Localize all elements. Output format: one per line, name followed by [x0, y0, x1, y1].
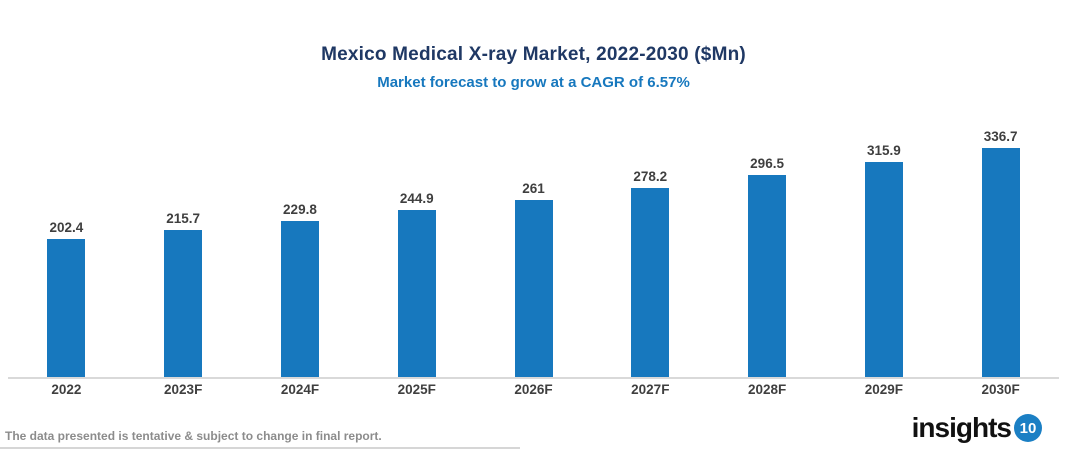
footer-divider — [0, 447, 520, 449]
bar-chart-plot-area: 202.4 215.7 229.8 244.9 261 278.2 296.5 315.9 33… — [8, 120, 1059, 379]
chart-title: Mexico Medical X-ray Market, 2022-2030 (… — [321, 44, 746, 65]
x-axis-tick-label: 2028F — [747, 382, 787, 397]
bar — [748, 175, 787, 377]
bar-value-label: 215.7 — [166, 211, 201, 226]
bar-value-label: 229.8 — [283, 202, 317, 217]
x-axis-tick-label: 2025F — [397, 382, 436, 397]
bar-column: 278.2 — [592, 169, 709, 377]
bar-column: 315.9 — [825, 143, 942, 377]
logo-text: insights — [911, 412, 1012, 443]
bar-column: 202.4 — [8, 220, 125, 377]
x-axis-tick-label: 2023F — [164, 382, 203, 397]
logo-badge: 10 — [1014, 414, 1042, 442]
bar-value-label: 336.7 — [983, 129, 1018, 144]
x-axis-tick-label: 2024F — [280, 382, 320, 397]
bar — [981, 148, 1020, 377]
chart-subtitle: Market forecast to grow at a CAGR of 6.5… — [377, 74, 690, 91]
bar — [164, 230, 203, 377]
bar-value-label: 261 — [522, 181, 545, 196]
x-axis-tick-label: 2026F — [514, 382, 553, 397]
bar-column: 336.7 — [942, 129, 1059, 377]
bar-value-label: 315.9 — [866, 143, 901, 158]
insights10-logo: insights 10 — [912, 414, 1042, 442]
bar — [397, 210, 436, 377]
x-axis-tick-label: 2030F — [981, 382, 1020, 397]
bar — [280, 221, 319, 377]
bar — [514, 200, 553, 377]
bar-column: 296.5 — [709, 156, 826, 377]
bar — [631, 188, 670, 377]
bar-value-label: 202.4 — [49, 220, 84, 235]
bar-value-label: 244.9 — [399, 191, 434, 206]
bar — [47, 239, 86, 377]
bar-column: 215.7 — [125, 211, 242, 377]
x-axis-tick-label: 2022 — [51, 382, 82, 397]
bar-value-label: 296.5 — [750, 156, 784, 171]
x-axis-labels: 2022 2023F 2024F 2025F 2026F 2027F 2028F 2029F 2… — [8, 382, 1059, 397]
bar-column: 244.9 — [358, 191, 475, 377]
bar — [864, 162, 903, 377]
bar-value-label: 278.2 — [633, 169, 668, 184]
x-axis-tick-label: 2027F — [631, 382, 670, 397]
x-axis-tick-label: 2029F — [864, 382, 903, 397]
bar-column: 229.8 — [242, 202, 359, 377]
disclaimer-text: The data presented is tentative & subjec… — [5, 429, 382, 443]
bar-column: 261 — [475, 181, 592, 377]
